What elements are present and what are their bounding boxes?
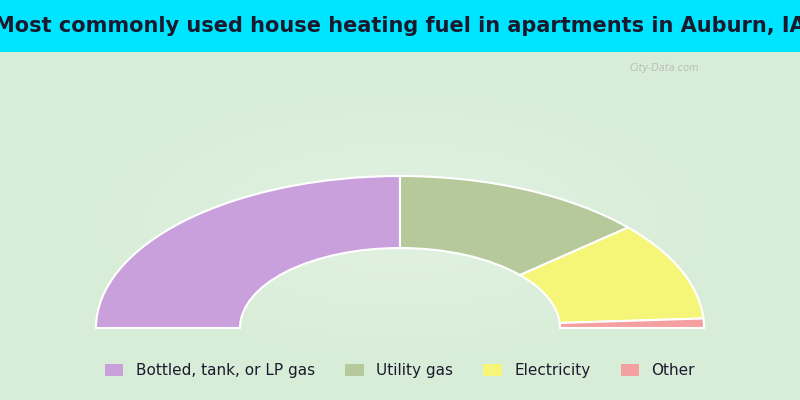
Text: Most commonly used house heating fuel in apartments in Auburn, IA: Most commonly used house heating fuel in… — [0, 16, 800, 36]
Wedge shape — [520, 228, 703, 323]
Bar — [0, 52, 800, 400]
Wedge shape — [560, 318, 704, 328]
Text: City-Data.com: City-Data.com — [629, 63, 699, 73]
Legend: Bottled, tank, or LP gas, Utility gas, Electricity, Other: Bottled, tank, or LP gas, Utility gas, E… — [99, 357, 701, 384]
Wedge shape — [96, 176, 400, 328]
Bar — [0, 0, 800, 52]
Wedge shape — [400, 176, 628, 275]
